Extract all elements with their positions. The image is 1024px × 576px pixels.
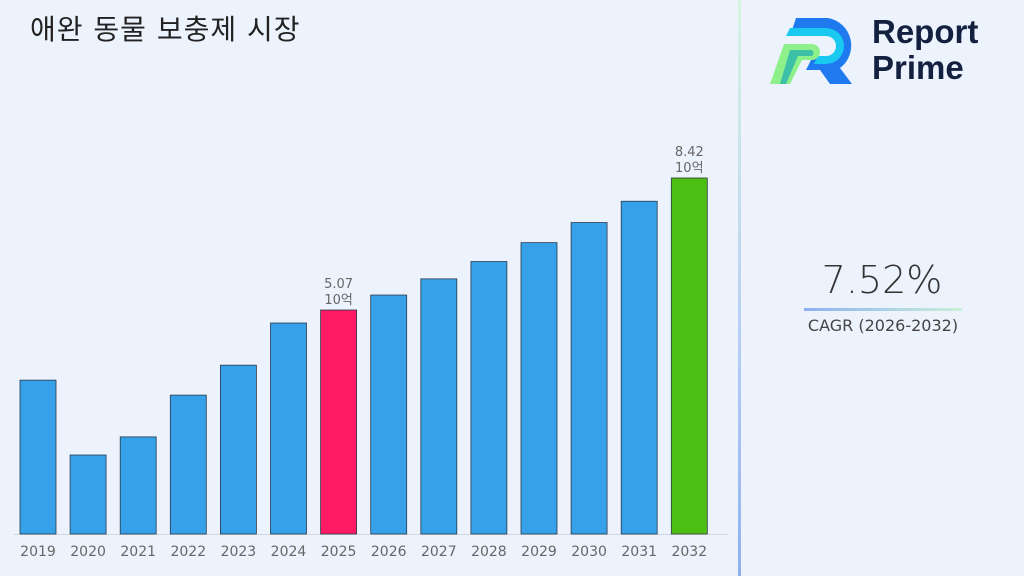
report-prime-logo-icon bbox=[770, 18, 852, 84]
bar-2020 bbox=[69, 454, 107, 535]
x-tick-label: 2027 bbox=[421, 544, 457, 560]
bar-2030 bbox=[570, 222, 608, 535]
data-label-unit: 10억 bbox=[675, 161, 704, 176]
x-tick-label: 2022 bbox=[170, 544, 206, 560]
chart-title: 애완 동물 보충제 시장 bbox=[30, 13, 301, 46]
x-tick-label: 2030 bbox=[571, 544, 607, 560]
bar-2031 bbox=[620, 200, 658, 535]
bar-2023 bbox=[219, 364, 257, 535]
x-tick-label: 2032 bbox=[671, 544, 707, 560]
bar-2027 bbox=[420, 278, 458, 535]
cagr-label: CAGR (2026-2032) bbox=[807, 316, 959, 335]
logo-line2: Prime bbox=[872, 49, 964, 86]
cagr-value: 7.52% bbox=[821, 258, 943, 302]
bar-2028 bbox=[470, 261, 508, 535]
x-tick-label: 2029 bbox=[521, 544, 557, 560]
bar-2026 bbox=[370, 294, 408, 535]
bar-2019 bbox=[19, 379, 57, 535]
data-label-unit: 10억 bbox=[324, 293, 353, 308]
bar-2029 bbox=[520, 242, 558, 535]
x-tick-label: 2024 bbox=[271, 544, 307, 560]
bar-2025 bbox=[320, 309, 358, 535]
x-tick-label: 2020 bbox=[70, 544, 106, 560]
bar-2022 bbox=[169, 394, 207, 535]
x-tick-label: 2021 bbox=[120, 544, 156, 560]
x-tick-label: 2028 bbox=[471, 544, 507, 560]
cagr-underline bbox=[804, 308, 962, 311]
logo-text: Report Prime bbox=[872, 14, 978, 86]
x-tick-label: 2026 bbox=[371, 544, 407, 560]
divider bbox=[738, 0, 741, 576]
x-tick-label: 2025 bbox=[321, 544, 357, 560]
logo-line1: Report bbox=[872, 13, 979, 50]
bar-2021 bbox=[119, 436, 157, 535]
bar-2032 bbox=[670, 177, 708, 535]
data-label-value: 5.07 bbox=[324, 277, 353, 292]
data-label-value: 8.42 bbox=[675, 145, 704, 160]
bar-2024 bbox=[270, 322, 307, 535]
x-tick-label: 2031 bbox=[621, 544, 657, 560]
x-tick-label: 2023 bbox=[221, 544, 257, 560]
x-tick-label: 2019 bbox=[20, 544, 56, 560]
